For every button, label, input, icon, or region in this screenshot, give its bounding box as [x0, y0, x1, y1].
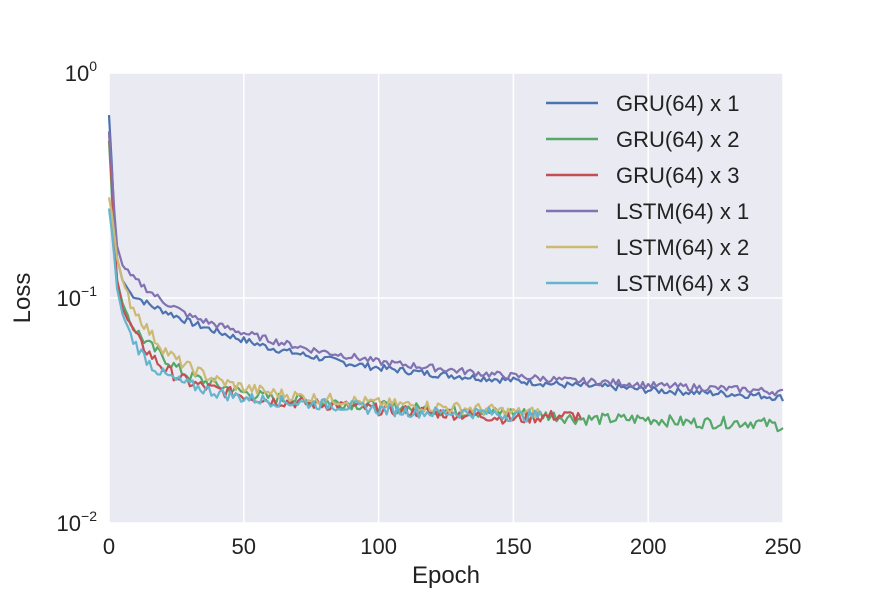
y-axis-ticks: 100 10−1 10−2 [57, 58, 98, 536]
y-tick-label: 10−1 [57, 283, 98, 311]
x-axis-label: Epoch [412, 562, 480, 589]
legend-label: GRU(64) x 1 [616, 91, 739, 116]
x-tick-label: 200 [630, 534, 667, 559]
x-tick-label: 0 [103, 534, 115, 559]
series-line [107, 208, 542, 423]
y-axis-label: Loss [9, 273, 36, 324]
x-axis-ticks: 0 50 100 150 200 250 [103, 534, 801, 559]
legend-label: LSTM(64) x 3 [616, 271, 749, 296]
legend-label: LSTM(64) x 1 [616, 199, 749, 224]
series-line [107, 131, 784, 397]
series-layer [107, 115, 785, 433]
y-tick-label: 10−2 [57, 508, 98, 536]
legend-label: LSTM(64) x 2 [616, 235, 749, 260]
grid-lines [108, 72, 784, 524]
legend: GRU(64) x 1 GRU(64) x 2 GRU(64) x 3 LSTM(64… [546, 91, 749, 296]
legend-label: GRU(64) x 3 [616, 163, 739, 188]
x-tick-label: 50 [232, 534, 256, 559]
y-tick-label: 100 [65, 58, 97, 86]
x-tick-label: 150 [495, 534, 532, 559]
legend-label: GRU(64) x 2 [616, 127, 739, 152]
x-tick-label: 100 [360, 534, 397, 559]
x-tick-label: 250 [765, 534, 802, 559]
